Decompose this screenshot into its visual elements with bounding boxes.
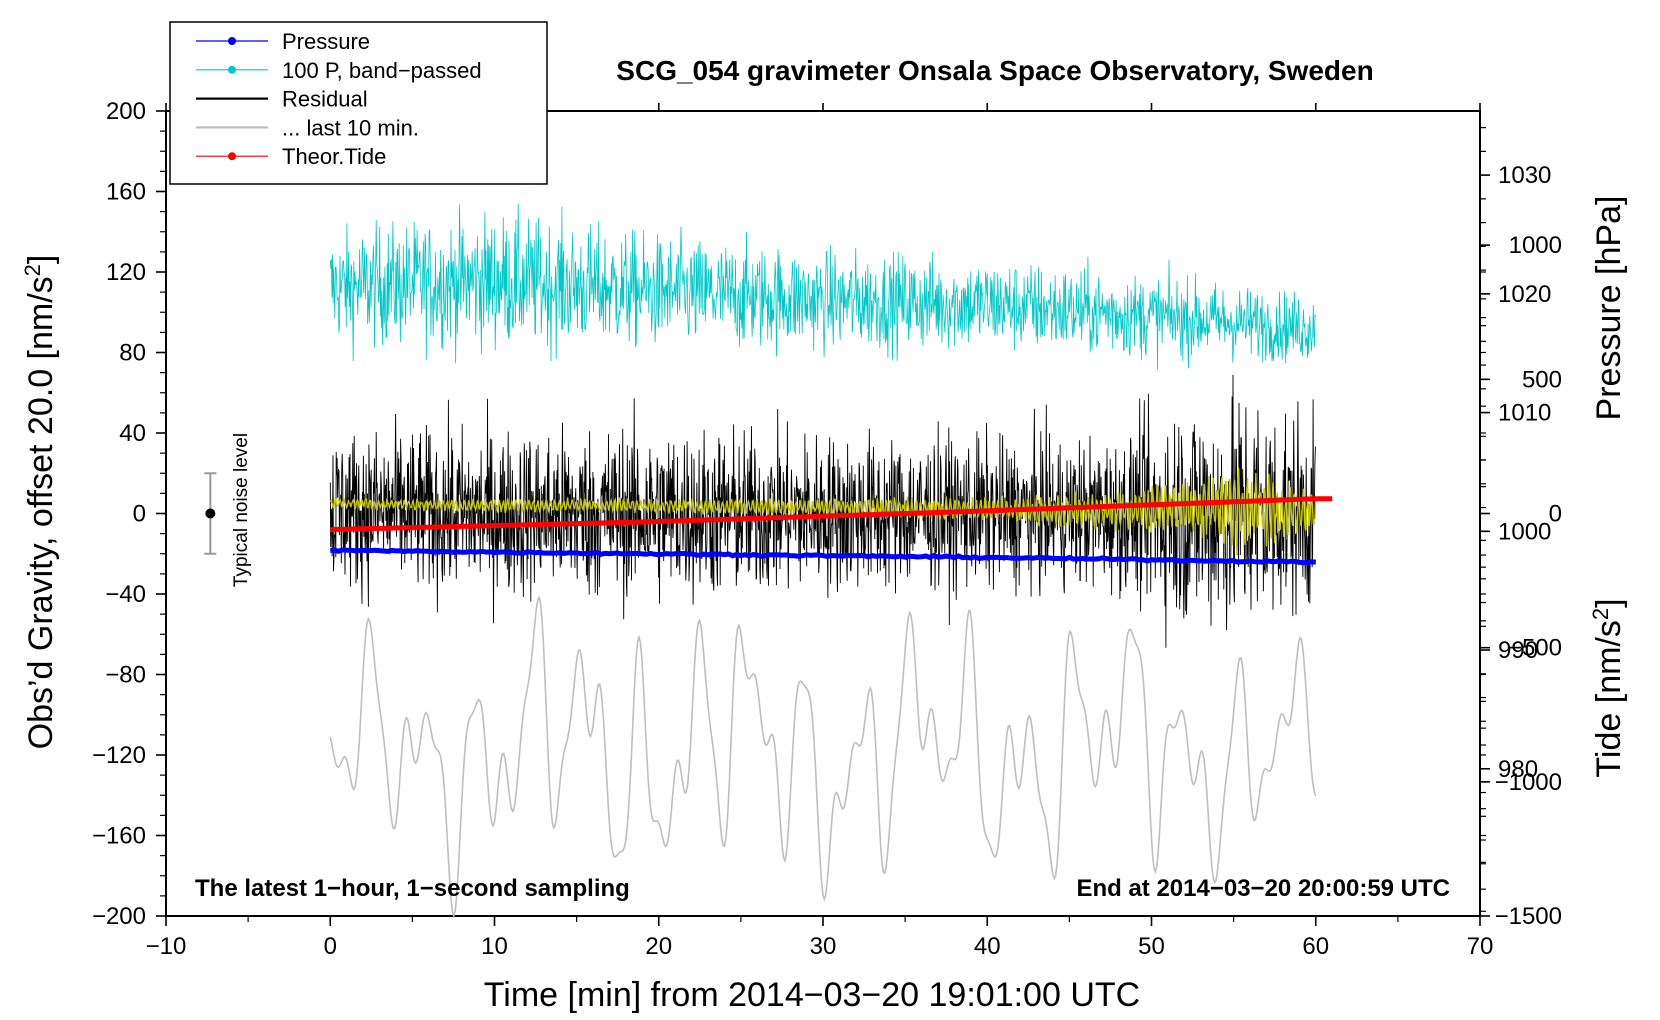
y-axis-pressure-title: Pressure [hPa] [1590, 196, 1628, 421]
pressure-tick-label: 1000 [1498, 518, 1551, 545]
y-tick-label: −120 [92, 742, 146, 769]
x-tick-label: −10 [146, 933, 187, 960]
tide-tick-label: 500 [1522, 366, 1562, 393]
y-axis-left-title-superscript: 2 [20, 264, 45, 276]
y-tick-label: 40 [119, 420, 146, 447]
legend: Pressure 100 P, band−passed Residual ... la… [169, 21, 548, 185]
x-axis-ticks: −10 0 10 20 30 40 50 60 70 [146, 103, 1494, 960]
note-end-time: End at 2014−03−20 20:00:59 UTC [1076, 875, 1450, 902]
x-tick-label: 20 [645, 933, 672, 960]
x-tick-label: 50 [1138, 933, 1165, 960]
legend-label: ... last 10 min. [282, 115, 419, 140]
noise-level-indicator [204, 472, 217, 555]
x-tick-label: 30 [810, 933, 837, 960]
pressure-tick-label: 1030 [1498, 162, 1551, 189]
noise-center-dot [205, 508, 216, 519]
x-tick-label: 70 [1467, 933, 1494, 960]
legend-marker [228, 152, 236, 161]
legend-marker [228, 65, 236, 74]
y-axis-left-ticks: 200 160 120 80 40 0 −40 −80 −120 −160 −200 [92, 98, 166, 930]
legend-label: Pressure [282, 29, 370, 54]
y-axis-tide-title-superscript: 2 [1588, 608, 1613, 620]
pressure-tick-label: 1010 [1498, 400, 1551, 427]
y-tick-label: −160 [92, 823, 146, 850]
pressure-line [329, 547, 1316, 566]
y-axis-tide-ticks: 1000 500 0 −500 −1000 −1500 [1480, 232, 1562, 930]
y-axis-tide-title: Tide [nm/s2] [1588, 598, 1629, 777]
chart-title: SCG_054 gravimeter Onsala Space Observat… [616, 55, 1373, 86]
series-band-passed-pressure [329, 203, 1316, 370]
pressure-tick-label: 980 [1498, 756, 1538, 783]
y-tick-label: 120 [106, 259, 146, 286]
y-tick-label: 160 [106, 179, 146, 206]
y-axis-tide-title-main: Tide [nm/s [1590, 620, 1628, 777]
series-last-10-min [329, 595, 1317, 919]
last-10-min-line [329, 595, 1317, 919]
y-axis-pressure-ticks: 1030 1020 1010 1000 990 980 [1480, 127, 1551, 912]
legend-label: Theor.Tide [282, 144, 386, 169]
legend-label: Residual [282, 87, 368, 112]
y-tick-label: −200 [92, 903, 146, 930]
y-tick-label: 200 [106, 98, 146, 125]
x-tick-label: 40 [974, 933, 1001, 960]
note-sampling: The latest 1−hour, 1−second sampling [195, 875, 630, 902]
tide-tick-label: −1500 [1495, 903, 1562, 930]
tide-tick-label: 0 [1549, 501, 1562, 528]
y-tick-label: −40 [105, 581, 146, 608]
x-tick-label: 10 [481, 933, 508, 960]
x-axis-title: Time [min] from 2014−03−20 19:01:00 UTC [484, 976, 1140, 1014]
band-passed-line [329, 203, 1316, 370]
legend-marker [228, 37, 236, 45]
y-tick-label: 0 [133, 501, 146, 528]
tide-tick-label: −500 [1508, 635, 1562, 662]
tide-tick-label: 1000 [1509, 232, 1562, 259]
y-axis-left-title-end: ] [22, 255, 60, 264]
legend-label: 100 P, band−passed [282, 58, 482, 83]
tide-tick-label: −1000 [1495, 769, 1562, 796]
theoretical-tide-line [330, 496, 1333, 533]
y-axis-tide-title-end: ] [1590, 598, 1628, 607]
y-axis-left-title-main: Obs’d Gravity, offset 20.0 [nm/s [22, 276, 60, 749]
y-tick-label: 80 [119, 340, 146, 367]
y-axis-left-title: Obs’d Gravity, offset 20.0 [nm/s2] [20, 255, 61, 750]
x-tick-label: 60 [1302, 933, 1329, 960]
pressure-tick-label: 1020 [1498, 281, 1551, 308]
x-tick-label: 0 [324, 933, 337, 960]
series-pressure [329, 547, 1316, 566]
series-theoretical-tide [330, 496, 1333, 533]
y-tick-label: −80 [105, 662, 146, 689]
pressure-tick-label: 990 [1498, 637, 1538, 664]
noise-level-label: Typical noise level [231, 433, 252, 587]
